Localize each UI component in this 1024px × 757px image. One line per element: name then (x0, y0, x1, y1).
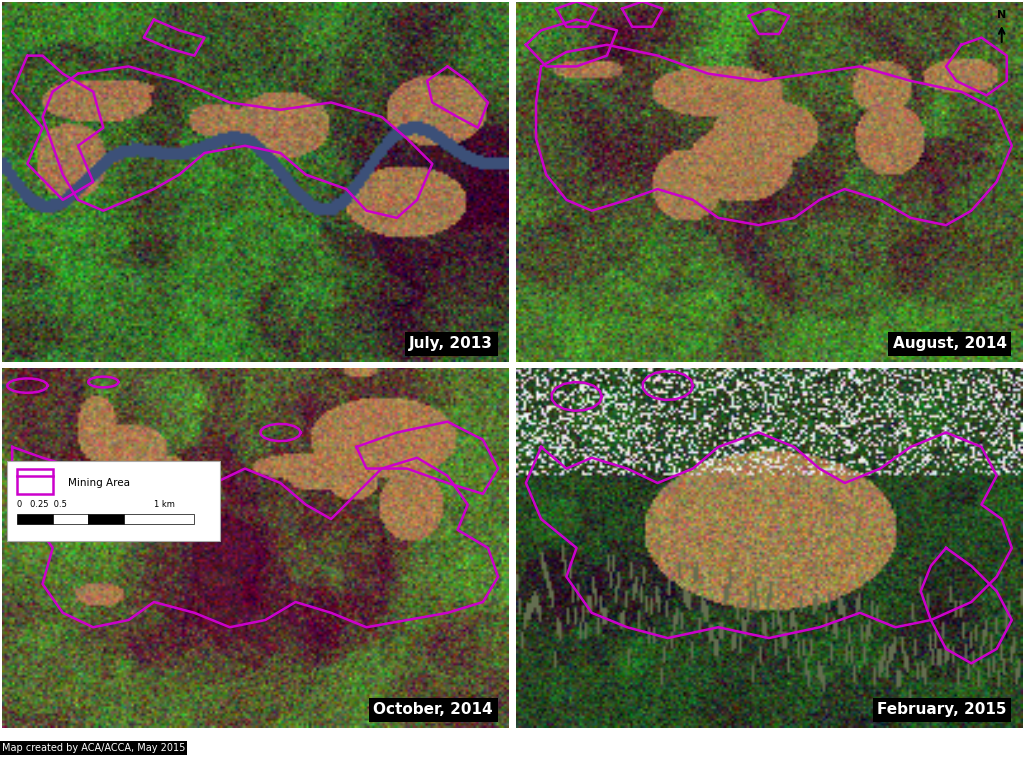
Text: Mining Area: Mining Area (68, 478, 130, 488)
Bar (17, 469, 52, 494)
Bar (52, 514, 88, 525)
Text: February, 2015: February, 2015 (878, 702, 1007, 718)
Text: July, 2013: July, 2013 (410, 336, 493, 351)
Text: Map created by ACA/ACCA, May 2015: Map created by ACA/ACCA, May 2015 (2, 743, 185, 753)
Text: August, 2014: August, 2014 (893, 336, 1007, 351)
FancyBboxPatch shape (7, 461, 220, 540)
Bar (88, 514, 124, 525)
Text: 1 km: 1 km (154, 500, 175, 509)
Text: 0   0.25  0.5: 0 0.25 0.5 (17, 500, 68, 509)
Bar (17, 514, 52, 525)
Bar (124, 514, 195, 525)
Text: N: N (997, 10, 1007, 20)
Text: October, 2014: October, 2014 (374, 702, 493, 718)
